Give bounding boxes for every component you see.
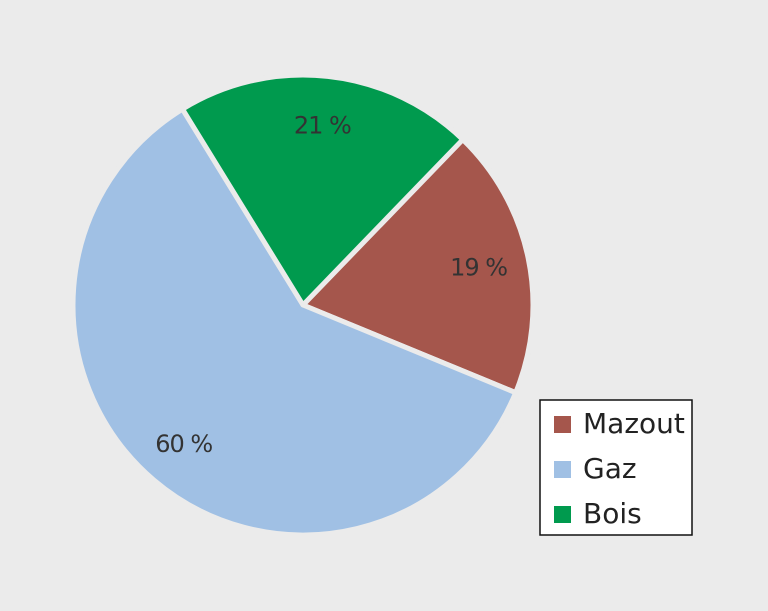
legend-label: Bois — [583, 497, 642, 530]
value-label: 21 % — [294, 112, 351, 140]
pie-slice — [179, 72, 466, 308]
pie-slice — [70, 106, 519, 538]
value-label: 19 % — [450, 253, 507, 281]
value-label: 60 % — [155, 430, 212, 458]
legend: Mazout Gaz Bois — [539, 399, 693, 536]
legend-swatch — [554, 506, 571, 523]
pie: 19 % 60 % 21 % — [70, 72, 536, 538]
legend-swatch — [554, 416, 571, 433]
pie-slice — [300, 137, 536, 396]
legend-swatch — [554, 461, 571, 478]
legend-label: Mazout — [583, 407, 685, 440]
legend-label: Gaz — [583, 452, 637, 485]
